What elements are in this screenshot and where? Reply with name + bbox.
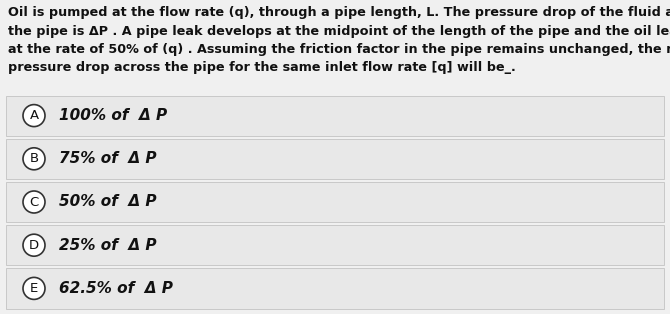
Circle shape — [23, 234, 45, 256]
Text: 25% of  Δ P: 25% of Δ P — [59, 238, 157, 253]
FancyBboxPatch shape — [6, 182, 664, 222]
Text: Oil is pumped at the flow rate (q), through a pipe length, L. The pressure drop : Oil is pumped at the flow rate (q), thro… — [8, 6, 670, 19]
Text: 50% of  Δ P: 50% of Δ P — [59, 194, 157, 209]
Text: 62.5% of  Δ P: 62.5% of Δ P — [59, 281, 173, 296]
Circle shape — [23, 277, 45, 300]
Circle shape — [23, 105, 45, 127]
Text: D: D — [29, 239, 39, 252]
Text: 75% of  Δ P: 75% of Δ P — [59, 151, 157, 166]
Text: A: A — [29, 109, 39, 122]
FancyBboxPatch shape — [6, 225, 664, 265]
Text: the pipe is ΔP . A pipe leak develops at the midpoint of the length of the pipe : the pipe is ΔP . A pipe leak develops at… — [8, 24, 670, 37]
Text: E: E — [30, 282, 38, 295]
Text: C: C — [29, 196, 39, 208]
Text: 100% of  Δ P: 100% of Δ P — [59, 108, 167, 123]
Text: B: B — [29, 152, 39, 165]
Text: at the rate of 50% of (q) . Assuming the friction factor in the pipe remains unc: at the rate of 50% of (q) . Assuming the… — [8, 43, 670, 56]
FancyBboxPatch shape — [6, 139, 664, 179]
FancyBboxPatch shape — [6, 268, 664, 308]
FancyBboxPatch shape — [6, 95, 664, 136]
Circle shape — [23, 191, 45, 213]
Text: pressure drop across the pipe for the same inlet flow rate [q] will be_.: pressure drop across the pipe for the sa… — [8, 62, 516, 74]
Circle shape — [23, 148, 45, 170]
